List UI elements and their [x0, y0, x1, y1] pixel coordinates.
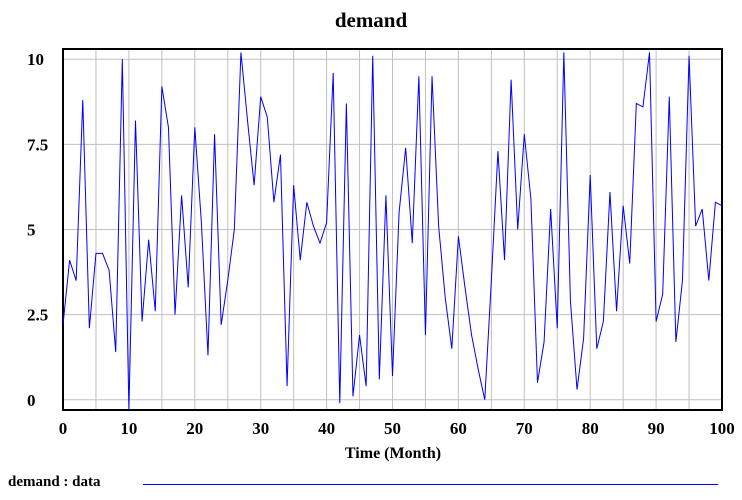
y-tick-label: 5 [27, 221, 36, 240]
x-axis-ticks: 0 10 20 30 40 50 60 70 80 90 100 [59, 419, 735, 438]
x-tick-label: 80 [582, 419, 599, 438]
chart-title: demand [335, 8, 408, 32]
legend-label: demand : data [8, 474, 101, 490]
y-tick-label: 2.5 [27, 306, 48, 325]
y-tick-label: 0 [27, 391, 36, 410]
plot-frame [62, 48, 723, 411]
x-tick-label: 20 [186, 419, 203, 438]
y-tick-label: 10 [27, 50, 44, 69]
legend-line [143, 484, 718, 485]
x-tick-label: 60 [450, 419, 467, 438]
series-line-demand [62, 52, 723, 411]
x-tick-label: 10 [120, 419, 137, 438]
x-tick-label: 90 [648, 419, 665, 438]
x-tick-label: 40 [318, 419, 335, 438]
y-axis-ticks: 0 2.5 5 7.5 10 [27, 50, 48, 410]
x-tick-label: 100 [709, 419, 735, 438]
x-tick-label: 70 [516, 419, 533, 438]
series-layer [62, 52, 723, 411]
x-axis-label: Time (Month) [345, 445, 441, 462]
x-tick-label: 0 [59, 419, 68, 438]
x-tick-label: 50 [384, 419, 401, 438]
x-tick-label: 30 [252, 419, 269, 438]
y-tick-label: 7.5 [27, 135, 48, 154]
